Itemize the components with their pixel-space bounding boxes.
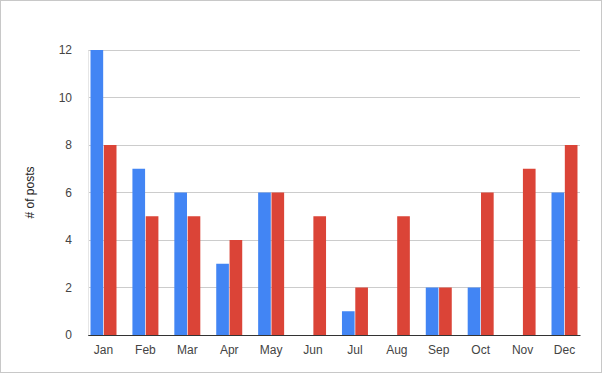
bar (104, 145, 117, 335)
x-tick-label: May (260, 343, 283, 357)
bar (397, 216, 410, 335)
bar (132, 169, 145, 335)
x-axis: Jan Feb Mar Apr May Jun Jul Aug Sep Oct Nov Dec (89, 335, 581, 357)
frame (1, 1, 602, 373)
bar (552, 193, 565, 336)
series (91, 50, 565, 335)
y-axis-line (88, 51, 89, 336)
y-axis: 0 2 4 6 8 10 12 (59, 43, 89, 342)
y-tick-label: 10 (59, 91, 73, 105)
y-tick: 8 (65, 138, 88, 152)
bar (384, 335, 397, 336)
bars (91, 50, 578, 335)
x-tick-label: Jul (347, 343, 362, 357)
x-tick-label: Mar (177, 343, 198, 357)
x-tick-label: Aug (386, 343, 407, 357)
x-tick-label: Apr (220, 343, 239, 357)
x-tick: Mar (177, 335, 198, 357)
bar (174, 193, 187, 336)
bar (481, 193, 494, 336)
x-tick: Jan (94, 335, 113, 357)
grid-line (88, 97, 580, 98)
plot: 0 2 4 6 8 10 12 Jan Feb Mar Apr May Jun Jul Aug Sep Oct N… (59, 43, 581, 356)
x-tick: Oct (471, 335, 490, 357)
bar (565, 145, 578, 335)
grid-line (88, 145, 580, 146)
bar (523, 169, 536, 335)
bar (271, 193, 284, 336)
bar (216, 264, 229, 335)
x-tick-label: Sep (428, 343, 450, 357)
grid-line (88, 50, 580, 51)
bar (313, 216, 326, 335)
x-tick-label: Nov (512, 343, 533, 357)
bar (146, 216, 159, 335)
y-tick-label: 8 (65, 138, 72, 152)
x-tick-label: Jun (303, 343, 322, 357)
bar (188, 216, 201, 335)
y-tick: 6 (65, 186, 88, 200)
bar (426, 288, 439, 336)
bar (300, 335, 313, 336)
grid-line (88, 287, 580, 288)
bar (230, 240, 243, 335)
y-tick: 10 (59, 91, 88, 105)
y-tick-label: 4 (65, 233, 72, 247)
y-axis-title: # of posts (23, 166, 37, 218)
bar (510, 335, 523, 336)
bar (342, 311, 355, 335)
y-tick-label: 12 (59, 43, 73, 57)
chart: 0 2 4 6 8 10 12 Jan Feb Mar Apr May Jun Jul Aug Sep Oct N… (0, 0, 602, 373)
x-tick: Sep (428, 335, 450, 357)
y-tick: 0 (65, 328, 88, 342)
bar (468, 288, 481, 336)
grid-line (88, 192, 580, 193)
bar (258, 193, 271, 336)
y-tick-label: 2 (65, 281, 72, 295)
x-tick: Feb (135, 335, 156, 357)
bar (439, 288, 452, 336)
x-axis-line (89, 335, 581, 336)
grid (88, 50, 580, 335)
x-tick: Aug (386, 335, 407, 357)
x-tick: May (260, 335, 283, 357)
grid-line (88, 335, 580, 336)
y-tick: 12 (59, 43, 88, 57)
x-tick-label: Jan (94, 343, 113, 357)
x-tick: Dec (554, 335, 575, 357)
grid-line (88, 240, 580, 241)
y-tick-label: 6 (65, 186, 72, 200)
y-tick: 2 (65, 281, 88, 295)
bar (355, 288, 368, 336)
y-tick-label: 0 (65, 328, 72, 342)
x-tick: Nov (512, 335, 533, 357)
x-tick-label: Feb (135, 343, 156, 357)
x-tick: Jun (303, 335, 322, 357)
series (104, 145, 578, 335)
x-tick: Apr (220, 335, 239, 357)
bar (91, 50, 104, 335)
x-tick: Jul (347, 335, 362, 357)
x-tick-label: Oct (471, 343, 490, 357)
y-tick: 4 (65, 233, 88, 247)
x-tick-label: Dec (554, 343, 575, 357)
